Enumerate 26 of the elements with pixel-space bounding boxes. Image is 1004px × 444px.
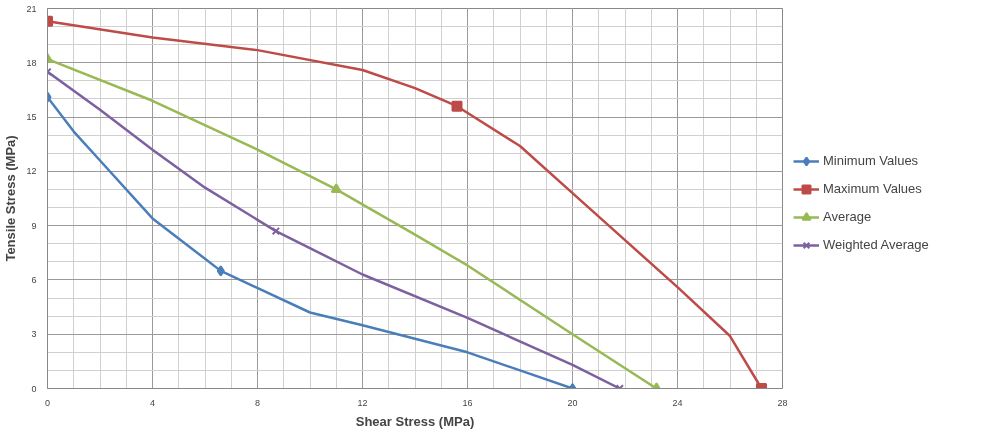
y-tick-label: 21 xyxy=(26,3,37,14)
x-tick-label: 24 xyxy=(672,397,683,408)
y-tick-label: 6 xyxy=(31,274,37,285)
x-tick-label: 12 xyxy=(357,397,368,408)
y-tick-label: 12 xyxy=(26,166,37,177)
point xyxy=(451,100,463,112)
legend-label: Maximum Values xyxy=(823,181,922,196)
x-tick-label: 20 xyxy=(567,397,578,408)
x-tick-label: 0 xyxy=(45,397,51,408)
y-tick-label: 3 xyxy=(31,329,37,340)
legend-label: Weighted Average xyxy=(823,237,929,252)
x-tick-label: 8 xyxy=(255,397,261,408)
x-tick-label: 28 xyxy=(777,397,788,408)
point xyxy=(216,265,225,277)
legend-label: Minimum Values xyxy=(823,153,919,168)
point xyxy=(271,226,281,236)
x-tick-label: 4 xyxy=(150,397,156,408)
legend-label: Average xyxy=(823,209,872,224)
x-tick-label: 16 xyxy=(462,397,473,408)
point xyxy=(330,183,342,194)
y-tick-label: 15 xyxy=(26,112,37,123)
y-axis-title: Tensile Stress (MPa) xyxy=(3,135,19,262)
y-tick-label: 9 xyxy=(31,220,37,231)
y-tick-label: 18 xyxy=(26,57,37,68)
x-axis-title: Shear Stress (MPa) xyxy=(355,413,475,429)
y-tick-label: 0 xyxy=(31,383,37,394)
